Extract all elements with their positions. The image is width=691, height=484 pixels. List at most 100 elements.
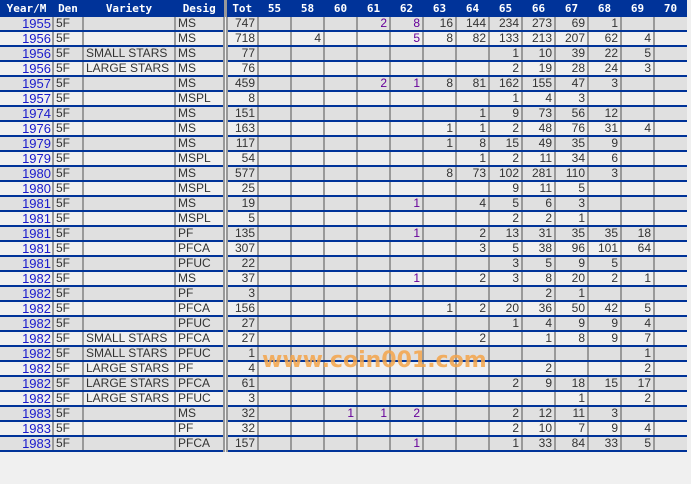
variety-cell: SMALL STARS [82,46,175,62]
table-row: 1980 5F MSPL 25 9 11 5 [0,181,687,197]
table-row: 1956 5F SMALL STARS MS 77 1 10 39 22 5 [0,46,687,62]
year-link[interactable]: 1982 [0,286,53,302]
column-header-55[interactable]: 55 [258,0,291,17]
year-link[interactable]: 1955 [0,17,53,32]
grade-count-68: 24 [587,61,621,77]
year-link[interactable]: 1976 [0,121,53,137]
year-link[interactable]: 1982 [0,361,53,377]
year-link[interactable]: 1982 [0,316,53,332]
year-link[interactable]: 1956 [0,31,53,47]
grade-count-65: 102 [488,166,522,182]
den-cell: 5F [52,331,83,347]
year-link[interactable]: 1982 [0,391,53,407]
year-link[interactable]: 1956 [0,61,53,77]
grade-count-65: 2 [488,406,522,422]
column-header-63[interactable]: 63 [423,0,456,17]
grade-count-61 [356,121,390,137]
column-header-tot[interactable]: Tot [223,0,258,17]
grade-count-62 [389,421,423,437]
grade-count-68: 1 [587,17,621,32]
column-header-desig[interactable]: Desig [175,0,225,17]
year-link[interactable]: 1983 [0,406,53,422]
grade-count-67: 96 [554,241,588,257]
grade-count-69 [620,166,654,182]
table-row: 1979 5F MS 117 1 8 15 49 35 9 [0,136,687,152]
column-header-70[interactable]: 70 [654,0,687,17]
year-link[interactable]: 1982 [0,331,53,347]
grade-count-55 [257,271,291,287]
desig-cell: PFUC [174,346,225,362]
grade-count-65: 15 [488,136,522,152]
grade-count-60 [323,196,357,212]
grade-count-62 [389,136,423,152]
grade-count-63 [422,286,456,302]
grade-count-68: 35 [587,226,621,242]
column-header-58[interactable]: 58 [291,0,324,17]
year-link[interactable]: 1983 [0,436,53,452]
grade-count-60 [323,46,357,62]
grade-count-65: 13 [488,226,522,242]
year-link[interactable]: 1982 [0,301,53,317]
year-link[interactable]: 1981 [0,241,53,257]
column-header-65[interactable]: 65 [489,0,522,17]
grade-count-60 [323,391,357,407]
grade-count-65: 2 [488,376,522,392]
column-header-61[interactable]: 61 [357,0,390,17]
grade-count-65: 162 [488,76,522,92]
grade-count-66: 6 [521,196,555,212]
year-link[interactable]: 1956 [0,46,53,62]
variety-cell: SMALL STARS [82,331,175,347]
grade-count-67: 3 [554,91,588,107]
grade-count-63: 8 [422,76,456,92]
year-link[interactable]: 1979 [0,151,53,167]
column-header-year-m[interactable]: Year/M [0,0,53,17]
grade-count-65: 133 [488,31,522,47]
column-header-60[interactable]: 60 [324,0,357,17]
year-link[interactable]: 1981 [0,226,53,242]
total-cell: 76 [222,61,258,77]
grade-count-61: 2 [356,17,390,32]
year-link[interactable]: 1982 [0,271,53,287]
grade-count-63 [422,271,456,287]
column-header-69[interactable]: 69 [621,0,654,17]
grade-count-55 [257,76,291,92]
year-link[interactable]: 1980 [0,166,53,182]
grade-count-63 [422,346,456,362]
grade-count-70 [653,391,687,407]
year-link[interactable]: 1981 [0,256,53,272]
column-header-den[interactable]: Den [53,0,83,17]
year-link[interactable]: 1974 [0,106,53,122]
grade-count-64 [455,376,489,392]
year-link[interactable]: 1982 [0,346,53,362]
grade-count-70 [653,166,687,182]
grade-count-63 [422,91,456,107]
year-link[interactable]: 1981 [0,211,53,227]
grade-count-70 [653,226,687,242]
grade-count-65: 2 [488,211,522,227]
year-link[interactable]: 1980 [0,181,53,197]
year-link[interactable]: 1981 [0,196,53,212]
column-header-67[interactable]: 67 [555,0,588,17]
year-link[interactable]: 1983 [0,421,53,437]
table-row: 1983 5F PF 32 2 10 7 9 4 [0,421,687,437]
year-link[interactable]: 1957 [0,76,53,92]
year-link[interactable]: 1982 [0,376,53,392]
desig-cell: MS [174,61,225,77]
year-link[interactable]: 1979 [0,136,53,152]
column-header-64[interactable]: 64 [456,0,489,17]
column-header-68[interactable]: 68 [588,0,621,17]
den-cell: 5F [52,136,83,152]
grade-count-69 [620,136,654,152]
column-header-62[interactable]: 62 [390,0,423,17]
year-link[interactable]: 1957 [0,91,53,107]
column-header-66[interactable]: 66 [522,0,555,17]
den-cell: 5F [52,61,83,77]
grade-count-62: 2 [389,406,423,422]
grade-count-62 [389,106,423,122]
grade-count-63 [422,331,456,347]
grade-count-70 [653,346,687,362]
grade-count-67: 20 [554,271,588,287]
column-header-variety[interactable]: Variety [83,0,175,17]
total-cell: 54 [222,151,258,167]
grade-count-58 [290,61,324,77]
